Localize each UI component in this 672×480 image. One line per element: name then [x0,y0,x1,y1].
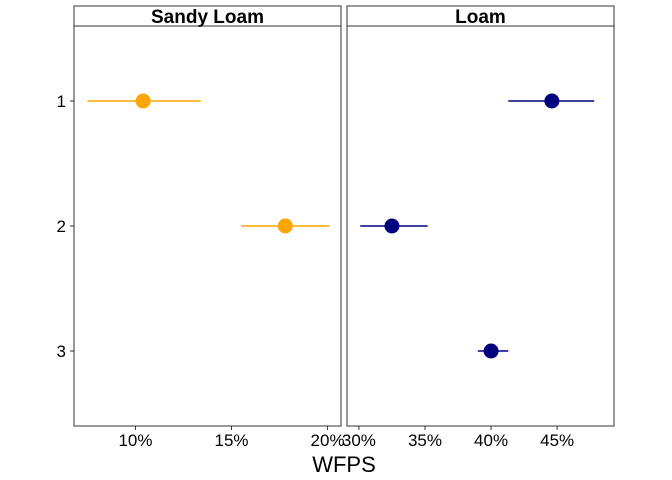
x-tick-label: 40% [474,431,508,450]
x-tick-label: 10% [118,431,152,450]
y-tick-label: 1 [57,92,66,111]
data-point [483,343,499,359]
data-point [135,93,151,109]
facet-panels: Sandy Loam 10% 15% 20% Loam 30% 35% 40% 45% [73,5,615,450]
x-tick-label: 30% [342,431,376,450]
x-tick-label: 45% [540,431,574,450]
facet-panel: Loam 30% 35% 40% 45% [342,5,615,450]
data-point [384,218,400,234]
facet-strip-label: Loam [455,7,506,28]
panel-border [346,25,615,427]
data-point [277,218,293,234]
panel-border [73,25,342,427]
y-tick-label: 3 [57,342,66,361]
x-tick-label: 15% [214,431,248,450]
data-point [544,93,560,109]
facet-strip-label: Sandy Loam [151,7,264,28]
x-tick-label: 20% [311,431,345,450]
x-axis-title: WFPS [312,452,376,477]
facet-panel: Sandy Loam 10% 15% 20% [73,5,345,450]
y-axis: 1 2 3 [57,92,74,361]
y-tick-label: 2 [57,217,66,236]
x-tick-label: 35% [408,431,442,450]
